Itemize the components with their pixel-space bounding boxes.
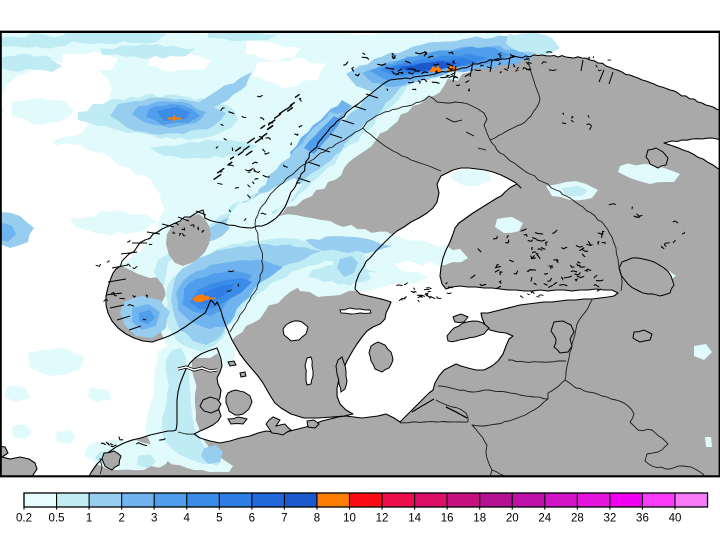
svg-text:10: 10 [343,513,356,525]
svg-text:3: 3 [151,513,157,525]
svg-text:0.2: 0.2 [16,513,32,525]
svg-text:32: 32 [604,513,617,525]
svg-text:20: 20 [506,513,519,525]
svg-text:0.5: 0.5 [49,513,65,525]
svg-text:7: 7 [281,513,287,525]
svg-text:18: 18 [473,513,486,525]
svg-text:24: 24 [538,513,551,525]
svg-text:36: 36 [636,513,649,525]
svg-text:4: 4 [184,513,191,525]
svg-text:8: 8 [314,513,320,525]
svg-text:2: 2 [118,513,124,525]
svg-text:16: 16 [441,513,454,525]
svg-text:5: 5 [216,513,222,525]
svg-text:1: 1 [86,513,92,525]
svg-text:12: 12 [376,513,389,525]
svg-text:40: 40 [669,513,682,525]
svg-text:28: 28 [571,513,584,525]
svg-text:14: 14 [408,513,421,525]
svg-text:6: 6 [249,513,255,525]
